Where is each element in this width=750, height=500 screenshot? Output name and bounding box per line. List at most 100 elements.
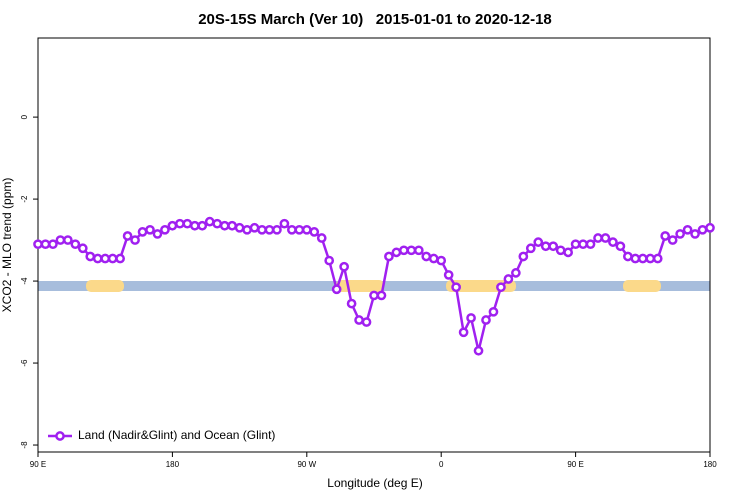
data-point [555,245,566,256]
data-point [585,239,596,250]
data-point [122,231,133,241]
data-point [488,306,499,317]
data-point [279,218,290,229]
data-point [301,224,312,235]
data-point [675,229,685,239]
y-tick-label: 0 [20,114,29,119]
data-point [204,216,215,227]
data-point [645,253,656,264]
data-point [608,237,618,247]
legend-marker [55,431,65,441]
band-glint [86,280,124,292]
data-point [152,229,163,239]
y-tick-label: -8 [20,441,29,449]
data-point [570,239,581,250]
data-point [264,224,275,235]
data-point [234,222,245,233]
data-point [354,315,364,325]
data-point [660,231,671,241]
y-tick-label: -2 [20,195,29,203]
x-tick-label: 90 E [30,460,46,469]
data-point [324,255,335,266]
y-tick-label: -4 [20,277,29,285]
data-point [600,233,611,243]
data-point [503,274,514,284]
data-point [257,224,267,235]
data-point [511,268,521,278]
data-point [48,239,58,250]
data-point [630,253,641,264]
data-point [55,235,66,245]
data-point [376,290,387,301]
data-point [667,235,678,245]
data-point [115,253,125,264]
data-point [466,313,476,323]
x-axis-label: Longitude (deg E) [327,476,422,490]
data-point [451,282,461,293]
data-point [690,229,700,239]
data-point [40,239,51,250]
data-point [540,241,551,252]
data-point [182,218,193,229]
data-point [443,270,454,280]
data-point [219,220,230,231]
data-point [361,317,372,327]
data-point [197,220,208,231]
data-point [578,239,588,250]
band-glint [623,280,661,292]
band-glint [336,280,384,292]
data-point [705,222,715,233]
data-point [682,224,693,235]
ocean-band [38,280,710,292]
data-point [593,233,603,243]
data-point [309,227,320,237]
y-axis-label: XCO2 - MLO trend (ppm) [0,178,14,313]
data-point [697,224,708,235]
data-point [92,253,103,264]
x-tick-label: 0 [439,460,444,469]
data-point [346,298,357,309]
data-point [227,220,237,231]
data-point [33,239,43,250]
data-point [189,220,200,231]
x-tick-label: 180 [703,460,717,469]
data-point [623,251,633,262]
data-point [212,218,223,229]
data-point [85,251,96,262]
data-point [384,251,394,262]
data-point [496,282,506,293]
data-point [242,224,252,235]
data-point [287,224,297,235]
x-tick-label: 180 [166,460,180,469]
data-point [548,241,559,252]
x-tick-label: 90 E [567,460,583,469]
data-point [294,224,305,235]
data-point [473,345,484,356]
data-point [145,224,155,235]
data-point [77,243,88,254]
data-point [428,253,439,264]
data-point [637,253,648,264]
chart-title: 20S-15S March (Ver 10) 2015-01-01 to 202… [198,11,552,28]
data-point [107,253,118,264]
data-point [421,251,432,262]
data-point [518,251,529,262]
data-point [331,284,342,295]
data-point [130,235,140,245]
data-point [399,245,409,256]
data-point [525,243,536,254]
data-point [458,327,469,338]
data-point [533,237,544,247]
data-point [652,253,663,264]
legend-label: Land (Nadir&Glint) and Ocean (Glint) [78,428,275,442]
data-point [70,239,81,250]
data-point [316,233,327,243]
data-point [481,315,491,325]
data-point [615,241,626,252]
data-point [100,253,111,264]
data-point [160,224,170,235]
data-point [175,218,185,229]
data-point [167,220,178,231]
data-point [63,235,73,245]
